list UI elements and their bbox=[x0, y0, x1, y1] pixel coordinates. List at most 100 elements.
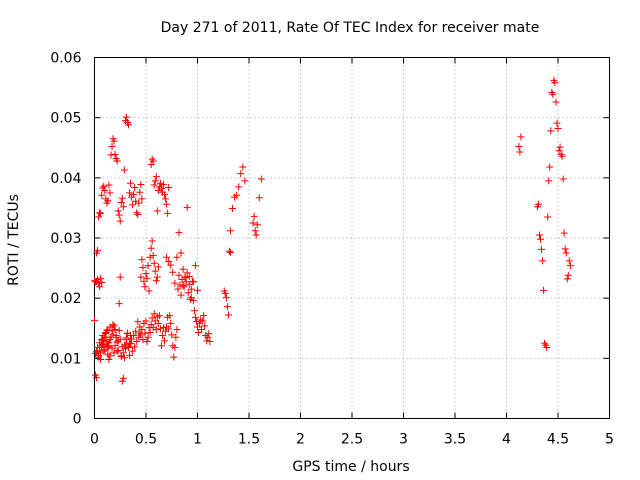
data-point bbox=[138, 195, 146, 203]
data-point bbox=[549, 90, 557, 98]
data-point bbox=[111, 325, 119, 333]
x-tick-labels: 0 0.5 1 1.5 2 2.5 3 3.5 4 4.5 5 bbox=[90, 432, 614, 448]
data-point bbox=[120, 341, 128, 349]
data-point bbox=[163, 253, 171, 261]
data-point bbox=[118, 194, 126, 202]
data-point bbox=[250, 212, 258, 220]
data-point bbox=[97, 274, 105, 282]
data-point bbox=[165, 183, 173, 191]
data-point bbox=[185, 280, 193, 288]
data-point bbox=[173, 325, 181, 333]
data-point bbox=[107, 151, 115, 159]
data-point bbox=[132, 197, 140, 205]
data-point bbox=[118, 377, 126, 385]
y-tick-labels: 0 0.01 0.02 0.03 0.04 0.05 0.06 bbox=[50, 51, 81, 428]
data-point bbox=[101, 333, 109, 341]
data-point bbox=[171, 279, 179, 287]
data-point bbox=[98, 191, 106, 199]
data-point bbox=[114, 207, 122, 215]
data-point bbox=[540, 286, 548, 294]
data-point bbox=[189, 278, 197, 286]
data-point bbox=[188, 277, 196, 285]
data-point bbox=[93, 348, 101, 356]
data-point bbox=[103, 343, 111, 351]
data-point bbox=[191, 262, 199, 270]
data-point bbox=[534, 200, 542, 208]
data-point bbox=[126, 351, 134, 359]
data-point bbox=[144, 262, 152, 270]
data-point bbox=[113, 347, 121, 355]
data-point bbox=[201, 322, 209, 330]
data-point bbox=[226, 248, 234, 256]
data-point bbox=[516, 148, 524, 156]
data-point bbox=[105, 356, 113, 364]
data-point bbox=[148, 237, 156, 245]
tick-marks bbox=[94, 57, 610, 419]
data-point bbox=[154, 186, 162, 194]
data-point bbox=[161, 337, 169, 345]
data-point bbox=[224, 311, 232, 319]
data-point bbox=[108, 327, 116, 335]
data-point bbox=[156, 325, 164, 333]
data-point bbox=[141, 283, 149, 291]
data-point bbox=[97, 349, 105, 357]
data-point bbox=[562, 249, 570, 257]
data-point bbox=[168, 331, 176, 339]
data-point bbox=[127, 339, 135, 347]
data-point bbox=[115, 327, 123, 335]
data-point bbox=[97, 209, 105, 217]
y-axis-label: ROTI / TECUs bbox=[6, 194, 22, 286]
data-point bbox=[131, 183, 139, 191]
data-point bbox=[547, 127, 555, 135]
data-point bbox=[255, 194, 263, 202]
data-point bbox=[105, 339, 113, 347]
data-point bbox=[121, 345, 129, 353]
grid-lines bbox=[94, 57, 610, 419]
data-point bbox=[177, 249, 185, 257]
data-point bbox=[179, 265, 187, 273]
data-point bbox=[113, 157, 121, 165]
data-point bbox=[146, 328, 154, 336]
x-tick-label: 2 bbox=[296, 432, 305, 448]
data-point bbox=[147, 244, 155, 252]
data-point bbox=[561, 245, 569, 253]
data-point bbox=[120, 166, 128, 174]
data-point bbox=[129, 347, 137, 355]
data-point bbox=[543, 344, 551, 352]
x-tick-label: 0.5 bbox=[135, 432, 157, 448]
data-point bbox=[113, 338, 121, 346]
data-point bbox=[517, 133, 525, 141]
data-point bbox=[104, 197, 112, 205]
x-tick-label: 1.5 bbox=[238, 432, 260, 448]
data-point bbox=[225, 247, 233, 255]
x-tick-label: 4 bbox=[502, 432, 511, 448]
data-point bbox=[95, 213, 103, 221]
data-point bbox=[139, 263, 147, 271]
data-point bbox=[137, 331, 145, 339]
data-point bbox=[554, 124, 562, 132]
x-axis-label: GPS time / hours bbox=[292, 459, 409, 475]
data-point bbox=[180, 283, 188, 291]
data-point bbox=[222, 294, 230, 302]
data-point bbox=[103, 326, 111, 334]
data-point bbox=[185, 273, 193, 281]
data-point bbox=[203, 337, 211, 345]
data-points bbox=[91, 76, 574, 385]
data-point bbox=[170, 353, 178, 361]
data-point bbox=[179, 282, 187, 290]
data-point bbox=[163, 200, 171, 208]
data-point bbox=[175, 229, 183, 237]
data-point bbox=[156, 179, 164, 187]
data-point bbox=[149, 157, 157, 165]
x-tick-label: 3 bbox=[399, 432, 408, 448]
x-tick-label: 4.5 bbox=[547, 432, 569, 448]
data-point bbox=[205, 330, 213, 338]
data-point bbox=[96, 283, 104, 291]
data-point bbox=[119, 374, 127, 382]
data-point bbox=[545, 177, 553, 185]
data-point bbox=[181, 274, 189, 282]
data-point bbox=[560, 229, 568, 237]
data-point bbox=[186, 295, 194, 303]
data-point bbox=[149, 324, 157, 332]
